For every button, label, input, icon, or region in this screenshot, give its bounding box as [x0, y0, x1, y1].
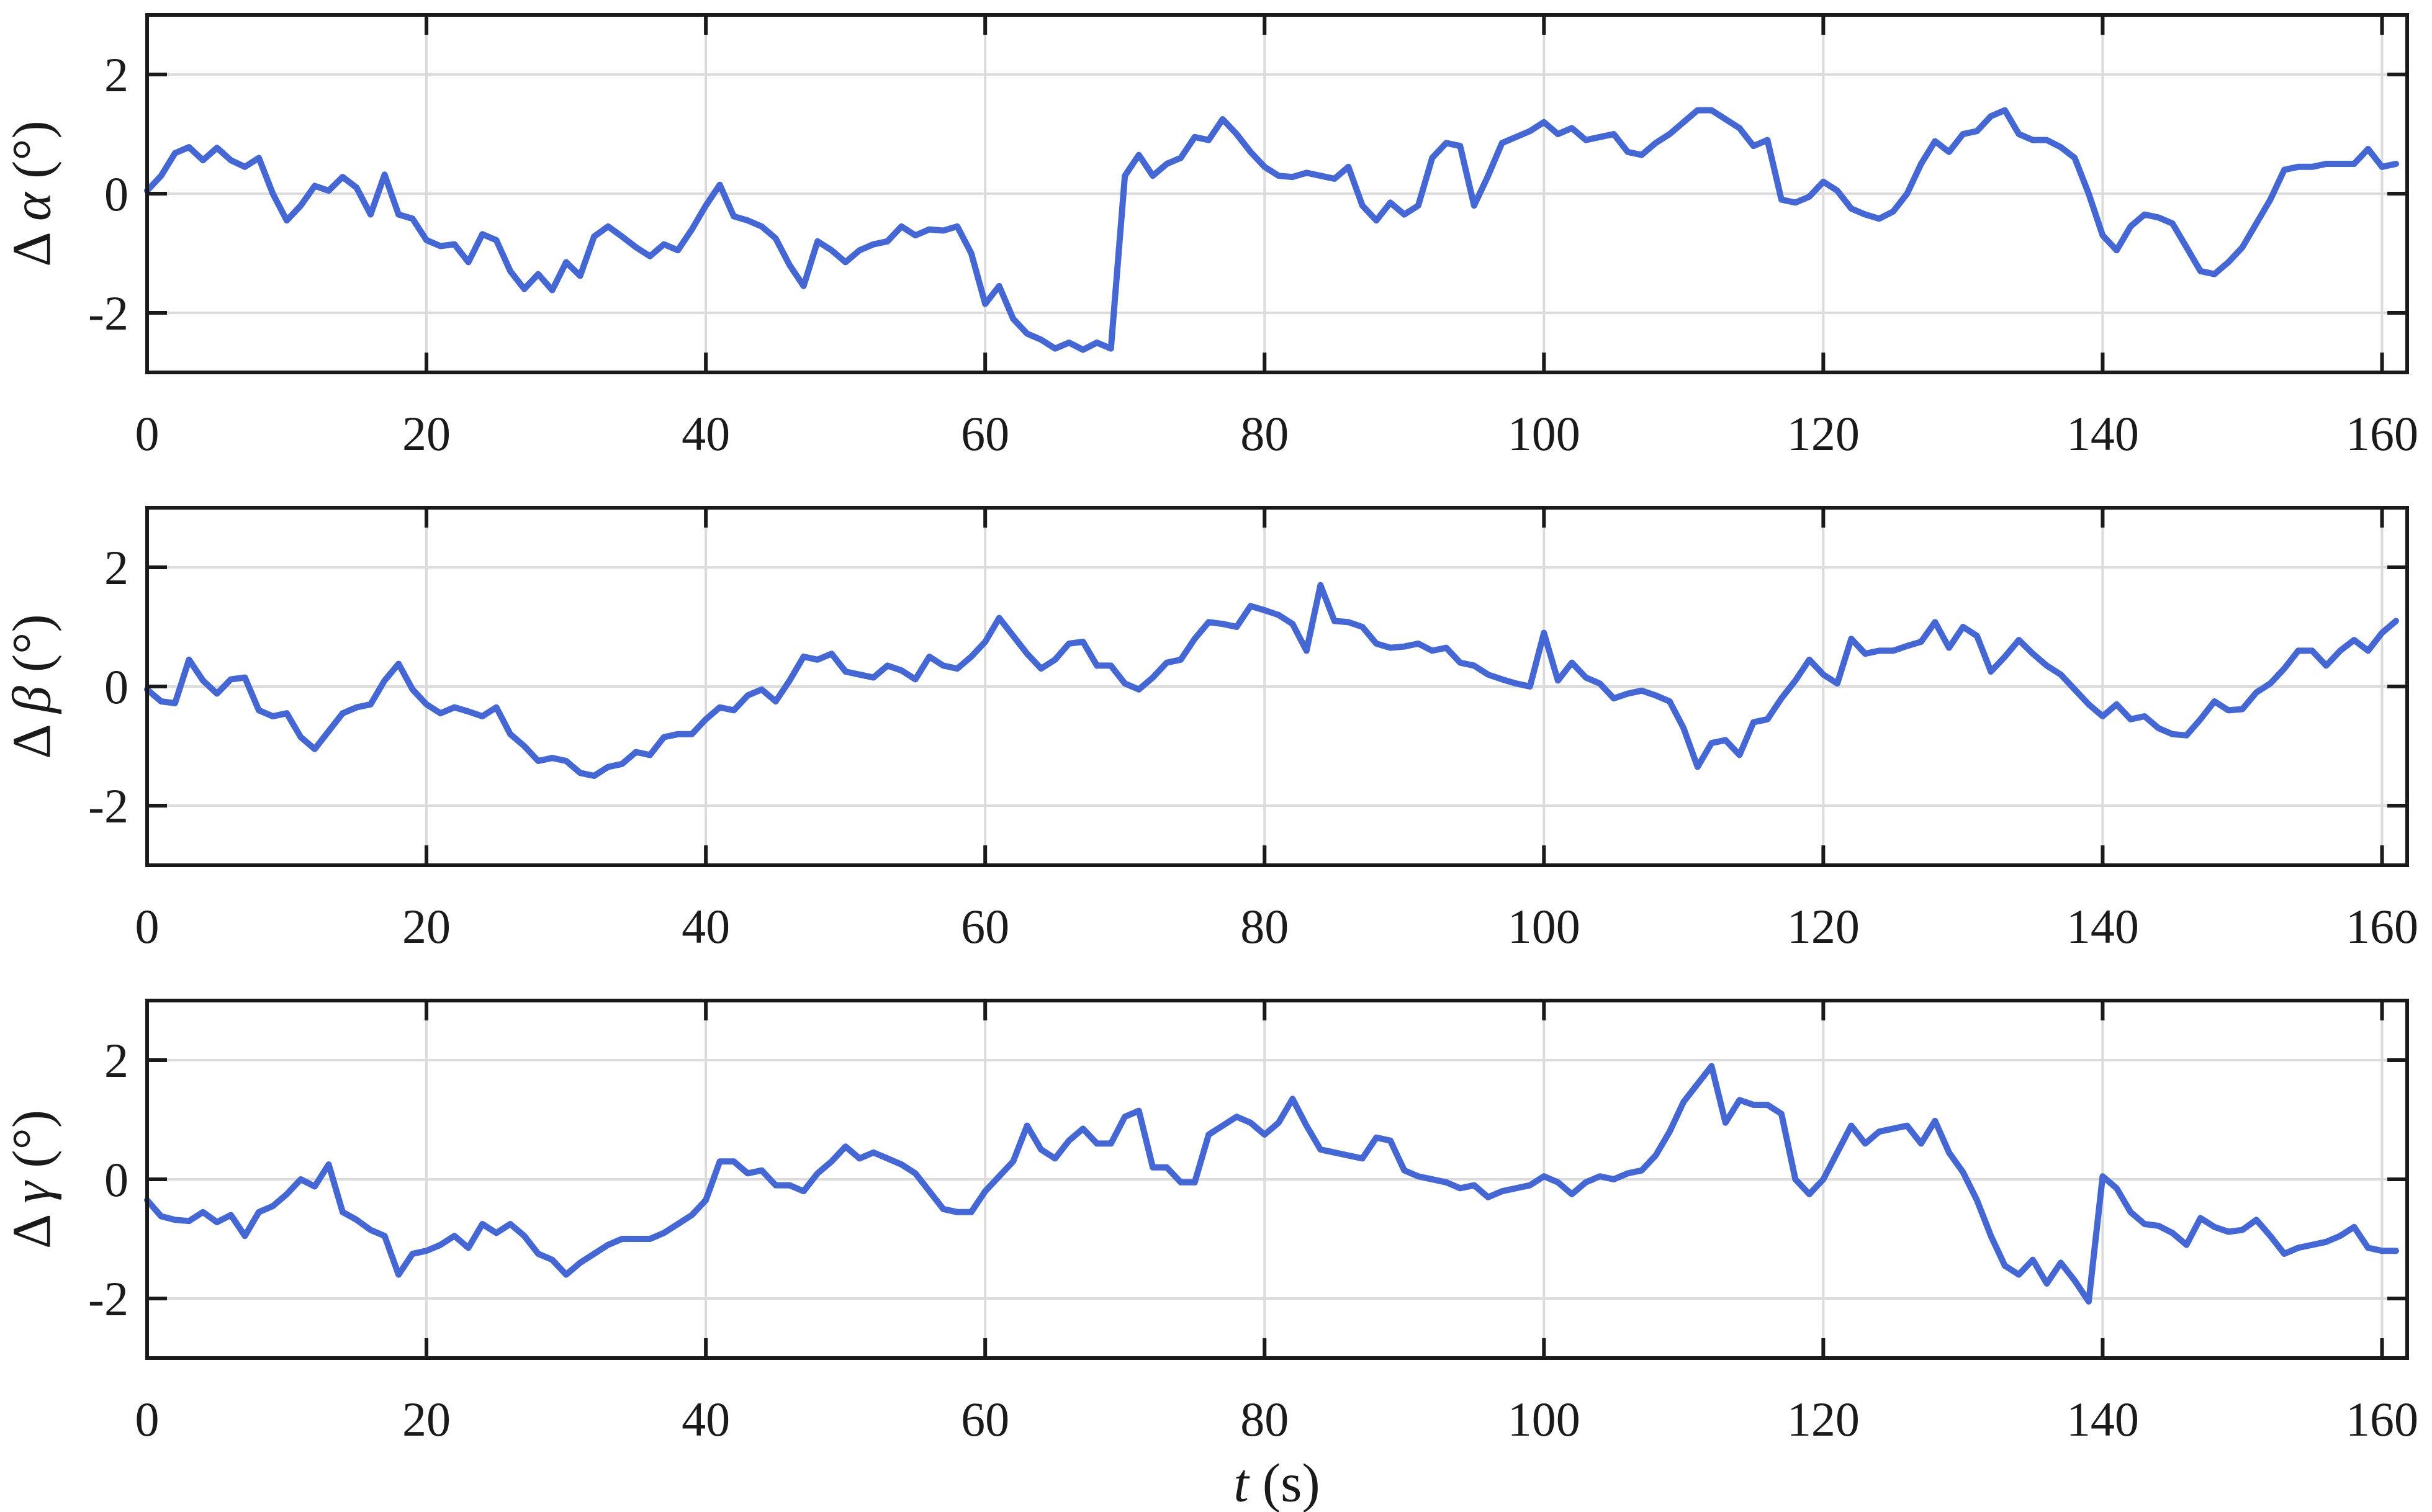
- svg-text:40: 40: [682, 899, 730, 953]
- svg-text:160: 160: [2346, 899, 2418, 953]
- svg-text:120: 120: [1787, 1392, 1860, 1446]
- svg-text:140: 140: [2066, 407, 2139, 461]
- svg-text:80: 80: [1240, 1392, 1289, 1446]
- svg-text:-2: -2: [88, 286, 128, 340]
- svg-text:120: 120: [1787, 899, 1860, 953]
- svg-text:20: 20: [402, 899, 451, 953]
- y-axis-label-beta: Δ β (°): [1, 614, 64, 758]
- svg-text:140: 140: [2066, 1392, 2139, 1446]
- y-axis-label-gamma-suffix: (°): [2, 1109, 63, 1182]
- y-axis-label-gamma: Δ γ (°): [1, 1110, 64, 1249]
- svg-text:2: 2: [104, 541, 128, 595]
- svg-text:2: 2: [104, 1033, 128, 1087]
- svg-text:100: 100: [1508, 1392, 1580, 1446]
- svg-text:140: 140: [2066, 899, 2139, 953]
- svg-text:0: 0: [135, 407, 160, 461]
- svg-text:60: 60: [961, 1392, 1009, 1446]
- svg-text:20: 20: [402, 1392, 451, 1446]
- svg-text:60: 60: [961, 899, 1009, 953]
- svg-text:100: 100: [1508, 899, 1580, 953]
- svg-text:0: 0: [104, 660, 128, 714]
- gamma-symbol: γ: [2, 1181, 63, 1204]
- svg-text:80: 80: [1240, 899, 1289, 953]
- y-axis-label-alpha-prefix: Δ: [2, 221, 63, 267]
- svg-text:2: 2: [104, 48, 128, 102]
- svg-text:40: 40: [682, 1392, 730, 1446]
- y-axis-label-alpha: Δ α (°): [1, 120, 64, 267]
- svg-text:100: 100: [1508, 407, 1580, 461]
- svg-text:60: 60: [961, 407, 1009, 461]
- svg-text:0: 0: [104, 1153, 128, 1207]
- svg-text:40: 40: [682, 407, 730, 461]
- y-axis-label-alpha-suffix: (°): [2, 120, 63, 192]
- svg-text:-2: -2: [88, 1272, 128, 1326]
- x-axis-label: t (s): [1233, 1452, 1320, 1512]
- svg-text:20: 20: [402, 407, 451, 461]
- y-axis-label-beta-prefix: Δ: [2, 713, 63, 759]
- beta-symbol: β: [2, 686, 63, 713]
- svg-text:120: 120: [1787, 407, 1860, 461]
- x-axis-label-symbol: t: [1233, 1453, 1249, 1512]
- svg-text:0: 0: [135, 899, 160, 953]
- svg-text:80: 80: [1240, 407, 1289, 461]
- svg-text:160: 160: [2346, 407, 2418, 461]
- alpha-symbol: α: [2, 192, 63, 222]
- y-axis-label-gamma-prefix: Δ: [2, 1203, 63, 1249]
- y-axis-label-beta-suffix: (°): [2, 614, 63, 686]
- svg-text:-2: -2: [88, 779, 128, 833]
- svg-text:0: 0: [135, 1392, 160, 1446]
- x-axis-label-suffix: (s): [1248, 1453, 1320, 1512]
- svg-text:160: 160: [2346, 1392, 2418, 1446]
- svg-text:0: 0: [104, 167, 128, 221]
